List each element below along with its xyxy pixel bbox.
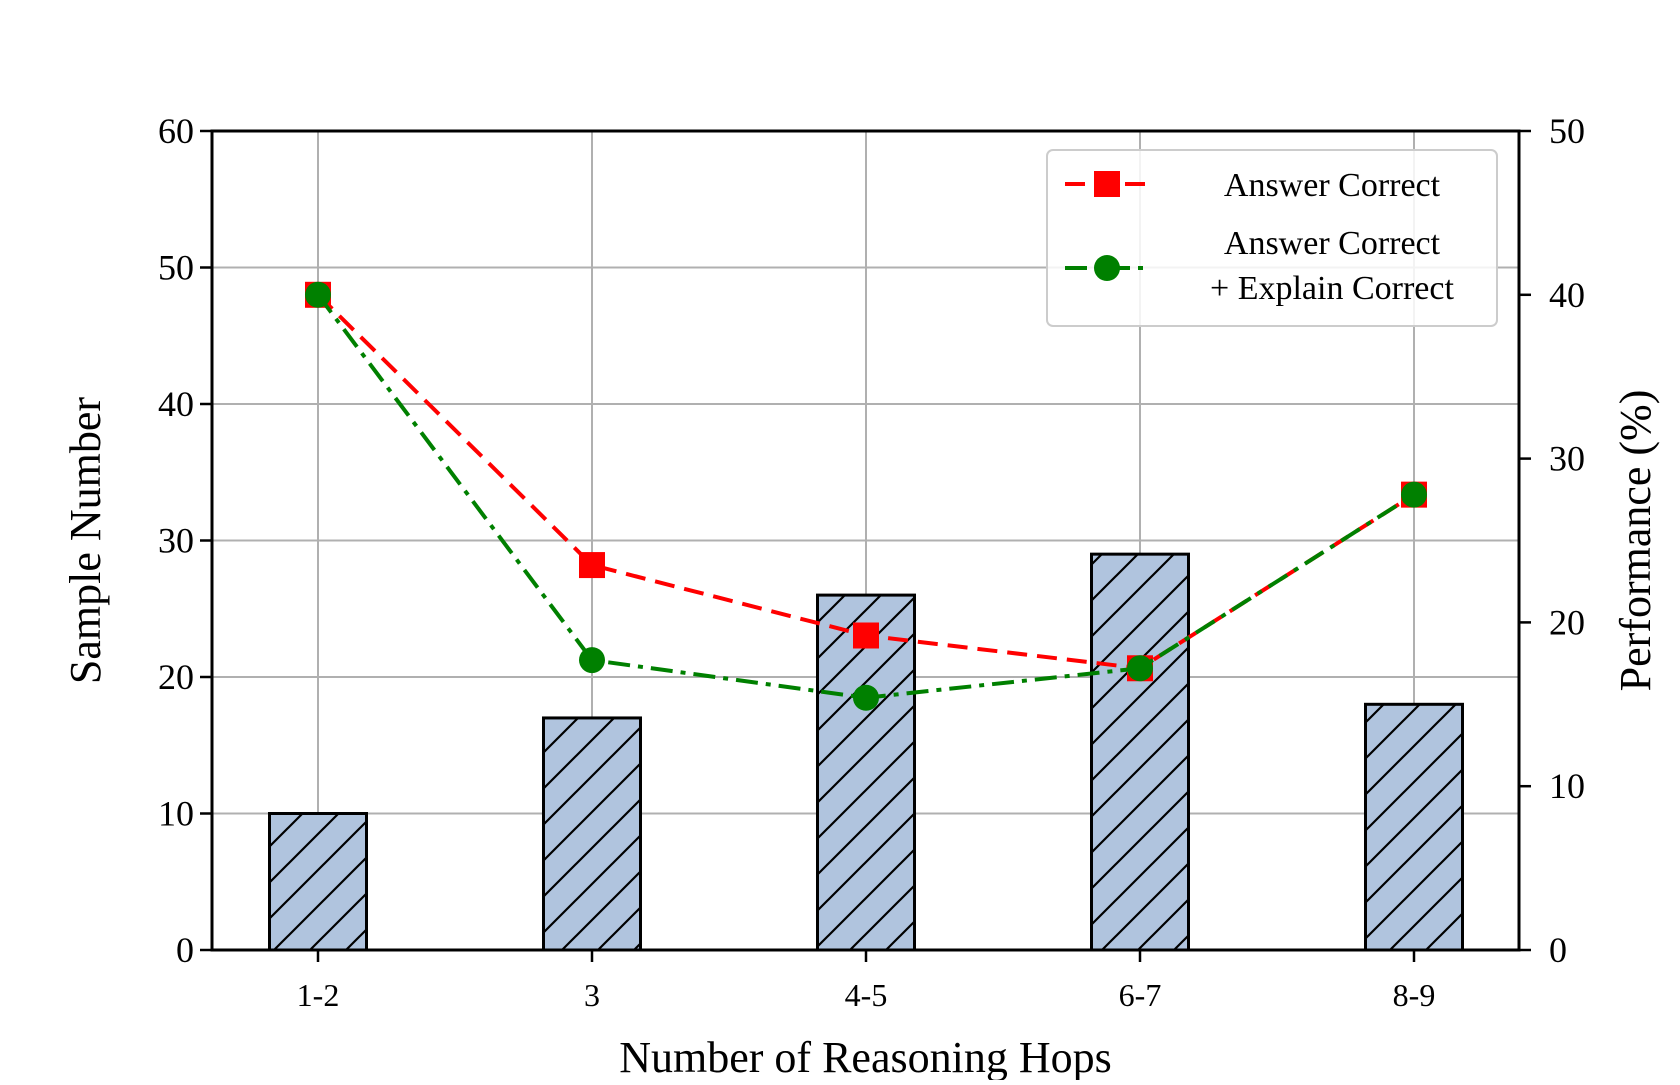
series-0-point-4-5 [853, 622, 879, 649]
line-series-group [305, 281, 1427, 711]
x-axis-label: Number of Reasoning Hops [619, 1033, 1112, 1080]
x-tick-label: 6-7 [1119, 977, 1162, 1013]
series-1-point-3 [579, 647, 605, 674]
right-tick-label: 40 [1549, 275, 1585, 315]
bar-3 [542, 716, 642, 952]
legend-label-explain-correct-line1: Answer Correct [1224, 225, 1441, 262]
legend-marker-explain-correct [1094, 255, 1120, 281]
legend-box [1046, 149, 1498, 327]
right-tick-label: 50 [1549, 111, 1585, 151]
bar-1-2 [268, 812, 368, 952]
right-tick-label: 20 [1549, 602, 1585, 642]
left-tick-label: 10 [158, 794, 194, 834]
left-tick-label: 30 [158, 521, 194, 561]
right-tick-label: 10 [1549, 766, 1585, 806]
bar-4-5 [816, 593, 916, 952]
series-1-point-6-7 [1127, 655, 1153, 682]
series-1-point-1-2 [305, 281, 331, 308]
y2-axis-label: Performance (%) [1611, 390, 1660, 692]
legend-label-answer-correct: Answer Correct [1224, 167, 1441, 204]
series-1-point-8-9 [1401, 481, 1427, 508]
x-tick-label: 1-2 [297, 977, 340, 1013]
x-tick-label: 4-5 [845, 977, 888, 1013]
legend: Answer Correct Answer Correct + Explain Co… [1046, 149, 1498, 327]
bar-8-9 [1364, 702, 1464, 952]
legend-marker-answer-correct [1094, 171, 1120, 197]
right-tick-label: 0 [1549, 930, 1567, 970]
y-axis-label: Sample Number [61, 397, 110, 685]
left-tick-label: 40 [158, 384, 194, 424]
bar-6-7 [1090, 552, 1190, 952]
right-tick-label: 30 [1549, 439, 1585, 479]
left-tick-label: 50 [158, 248, 194, 288]
x-tick-label: 8-9 [1393, 977, 1436, 1013]
legend-label-explain-correct-line2: + Explain Correct [1210, 270, 1454, 307]
left-tick-label: 20 [158, 657, 194, 697]
axes: 0 10 20 30 40 50 60 0 10 20 30 40 50 1-2 3 4-5 6-7 8-9 Num… [61, 111, 1660, 1082]
left-tick-label: 0 [176, 930, 194, 970]
x-tick-label: 3 [584, 977, 600, 1013]
bar-group [268, 552, 1464, 952]
left-tick-label: 60 [158, 111, 194, 151]
series-1-point-4-5 [853, 684, 879, 711]
series-0-point-3 [579, 552, 605, 579]
